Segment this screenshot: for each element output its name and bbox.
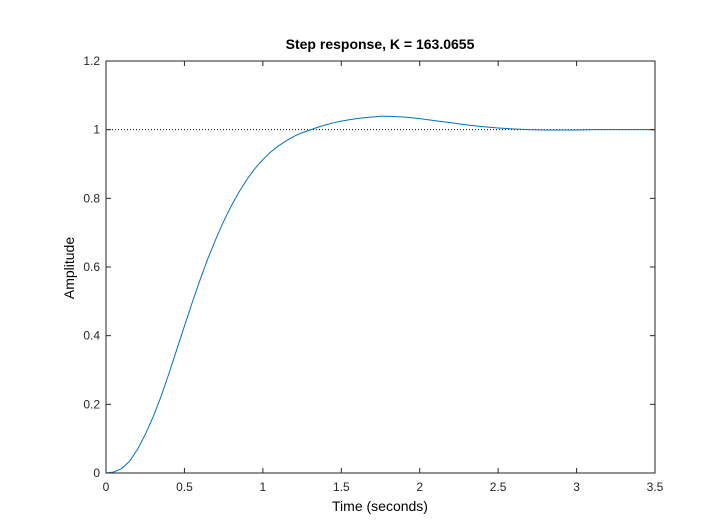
chart-title: Step response, K = 163.0655 <box>286 36 475 52</box>
y-tick-label: 0 <box>93 466 100 480</box>
x-tick-label: 1 <box>260 480 267 494</box>
x-tick-label: 1.5 <box>333 480 350 494</box>
y-tick-label: 0.6 <box>83 260 100 274</box>
x-tick-label: 2 <box>416 480 423 494</box>
series-line-step-response <box>105 115 655 474</box>
x-tick-label: 2.5 <box>490 480 507 494</box>
x-tick-label: 3 <box>573 480 580 494</box>
axes-box <box>105 60 656 474</box>
y-tick-label: 1.2 <box>83 54 100 68</box>
x-tick-label: 0.5 <box>176 480 193 494</box>
y-tick-label: 1 <box>93 123 100 137</box>
y-tick-label: 0.4 <box>83 329 100 343</box>
y-tick-label: 0.8 <box>83 191 100 205</box>
x-axis-label: Time (seconds) <box>332 498 428 514</box>
x-tick-label: 3.5 <box>647 480 664 494</box>
x-tick-label: 0 <box>103 480 110 494</box>
plot-area: 0 0.5 1 1.5 2 2.5 3 3.5 0 0.2 0.4 0.6 0.8 1 1.2 <box>83 54 663 494</box>
y-tick-label: 0.2 <box>83 397 100 411</box>
y-axis-ticks: 0 0.2 0.4 0.6 0.8 1 1.2 <box>83 54 655 480</box>
x-axis-ticks: 0 0.5 1 1.5 2 2.5 3 3.5 <box>103 61 664 494</box>
y-axis-label: Amplitude <box>61 237 77 299</box>
